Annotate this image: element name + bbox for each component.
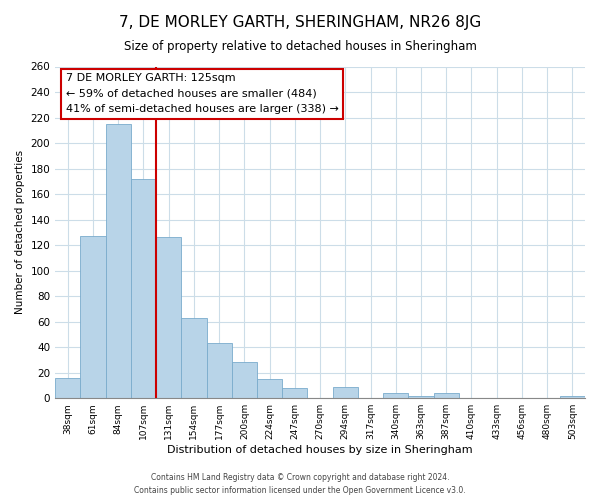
Bar <box>106 124 131 398</box>
Text: Contains HM Land Registry data © Crown copyright and database right 2024.
Contai: Contains HM Land Registry data © Crown c… <box>134 474 466 495</box>
Text: 7, DE MORLEY GARTH, SHERINGHAM, NR26 8JG: 7, DE MORLEY GARTH, SHERINGHAM, NR26 8JG <box>119 15 481 30</box>
Bar <box>282 388 307 398</box>
Bar <box>131 179 156 398</box>
Bar <box>55 378 80 398</box>
Text: Size of property relative to detached houses in Sheringham: Size of property relative to detached ho… <box>124 40 476 53</box>
Text: 7 DE MORLEY GARTH: 125sqm
← 59% of detached houses are smaller (484)
41% of semi: 7 DE MORLEY GARTH: 125sqm ← 59% of detac… <box>66 73 338 114</box>
Y-axis label: Number of detached properties: Number of detached properties <box>15 150 25 314</box>
Bar <box>257 379 282 398</box>
Bar <box>332 386 358 398</box>
Bar <box>409 396 434 398</box>
X-axis label: Distribution of detached houses by size in Sheringham: Distribution of detached houses by size … <box>167 445 473 455</box>
Bar <box>206 344 232 398</box>
Bar <box>156 238 181 398</box>
Bar <box>232 362 257 398</box>
Bar <box>434 393 459 398</box>
Bar <box>560 396 585 398</box>
Bar <box>181 318 206 398</box>
Bar <box>80 236 106 398</box>
Bar <box>383 393 409 398</box>
